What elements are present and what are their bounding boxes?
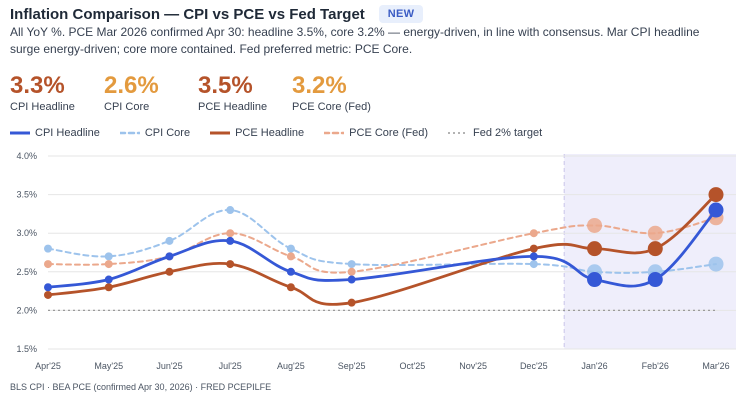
data-point-pce-core-fed	[587, 217, 603, 233]
y-tick-label: 3.0%	[16, 228, 37, 238]
new-badge: NEW	[378, 5, 424, 23]
y-tick-label: 1.5%	[16, 344, 37, 354]
data-point-cpi-headline	[647, 272, 663, 288]
legend-label: Fed 2% target	[473, 127, 543, 139]
x-tick-label: Feb'26	[642, 361, 669, 371]
y-tick-label: 4.0%	[16, 151, 37, 161]
kpi-pce-core: 3.2% PCE Core (Fed)	[292, 72, 384, 113]
header: Inflation Comparison — CPI vs PCE vs Fed…	[10, 5, 424, 23]
legend-swatch	[10, 131, 30, 135]
series-line-cpi-headline	[46, 208, 718, 289]
kpi-label: CPI Headline	[10, 101, 75, 113]
legend-label: CPI Headline	[35, 127, 100, 139]
legend-item-cpi-headline[interactable]: CPI Headline	[10, 127, 100, 139]
kpi-value: 3.5%	[198, 72, 253, 99]
data-point-pce-core-fed	[347, 267, 356, 276]
kpi-label: PCE Headline	[198, 101, 268, 113]
data-point-pce-headline	[104, 283, 113, 292]
data-point-cpi-core	[226, 206, 235, 215]
data-point-pce-core-fed	[44, 260, 52, 269]
data-point-cpi-headline	[587, 272, 603, 288]
data-point-cpi-core	[529, 260, 538, 269]
data-point-pce-headline	[286, 283, 295, 292]
x-tick-label: May'25	[94, 361, 123, 371]
data-point-pce-headline	[44, 290, 52, 299]
data-point-cpi-core	[44, 244, 52, 253]
data-point-pce-core-fed	[286, 252, 295, 261]
legend-swatch	[448, 132, 469, 134]
data-point-pce-headline	[529, 244, 538, 253]
data-point-pce-headline	[226, 260, 235, 269]
x-tick-label: Sep'25	[338, 361, 366, 371]
source-footer: BLS CPI · BEA PCE (confirmed Apr 30, 202…	[10, 382, 272, 392]
x-tick-label: Jul'25	[219, 361, 242, 371]
data-point-cpi-headline	[165, 252, 174, 261]
data-point-cpi-headline	[286, 267, 295, 276]
kpi-label: PCE Core (Fed)	[292, 101, 371, 113]
legend-label: PCE Headline	[235, 127, 305, 139]
kpi-pce-headline: 3.5% PCE Headline	[198, 72, 290, 113]
x-tick-label: Jan'26	[581, 361, 607, 371]
data-point-cpi-headline	[347, 275, 356, 284]
data-point-cpi-headline	[104, 275, 113, 284]
legend-item-fed-target[interactable]: Fed 2% target	[448, 127, 542, 139]
data-point-cpi-core	[286, 244, 295, 253]
kpi-value: 3.2%	[292, 72, 347, 99]
page-title: Inflation Comparison — CPI vs PCE vs Fed…	[10, 5, 365, 23]
x-tick-label: Apr'25	[35, 361, 61, 371]
chart-description: All YoY %. PCE Mar 2026 confirmed Apr 30…	[10, 25, 700, 56]
x-tick-label: Oct'25	[399, 361, 425, 371]
data-point-cpi-headline	[226, 236, 235, 245]
x-tick-label: Dec'25	[520, 361, 548, 371]
data-point-cpi-headline	[529, 252, 538, 261]
y-tick-label: 3.5%	[16, 190, 37, 200]
data-point-pce-headline	[647, 241, 663, 257]
data-point-cpi-core	[708, 256, 724, 272]
legend-item-cpi-core[interactable]: CPI Core	[119, 127, 191, 139]
kpi-value: 2.6%	[104, 72, 159, 99]
legend-item-pce-core[interactable]: PCE Core (Fed)	[324, 127, 428, 139]
legend-swatch	[324, 131, 345, 135]
legend-label: CPI Core	[144, 127, 191, 139]
kpi-row: 3.3% CPI Headline 2.6% CPI Core 3.5% PCE…	[10, 72, 386, 113]
legend-swatch	[210, 131, 231, 135]
data-point-pce-headline	[708, 187, 724, 203]
x-tick-label: Mar'26	[702, 361, 729, 371]
data-point-cpi-core	[347, 260, 356, 269]
data-point-cpi-headline	[44, 283, 52, 292]
legend-label: PCE Core (Fed)	[349, 127, 429, 139]
chart-legend: CPI Headline CPI Core PCE Headline PCE C…	[10, 127, 562, 139]
data-point-pce-headline	[165, 267, 174, 276]
data-point-cpi-core	[165, 236, 174, 245]
y-tick-label: 2.0%	[16, 305, 37, 315]
x-tick-label: Aug'25	[277, 361, 305, 371]
data-point-pce-core-fed	[226, 229, 235, 238]
data-point-pce-core-fed	[104, 260, 113, 269]
kpi-cpi-core: 2.6% CPI Core	[104, 72, 196, 113]
data-point-pce-headline	[347, 298, 356, 307]
legend-swatch	[119, 131, 140, 135]
x-tick-label: Nov'25	[459, 361, 487, 371]
series-line-pce-core-fed	[47, 216, 717, 274]
kpi-label: CPI Core	[104, 101, 150, 113]
legend-item-pce-headline[interactable]: PCE Headline	[210, 127, 304, 139]
series-line-pce-headline	[46, 193, 718, 306]
series-line-cpi-core	[47, 209, 717, 274]
data-point-cpi-core	[104, 252, 113, 261]
y-tick-label: 2.5%	[16, 267, 37, 277]
kpi-cpi-headline: 3.3% CPI Headline	[10, 72, 102, 113]
data-point-cpi-headline	[708, 202, 724, 218]
data-point-pce-headline	[587, 241, 603, 257]
data-point-pce-core-fed	[529, 229, 538, 238]
kpi-value: 3.3%	[10, 72, 65, 99]
x-tick-label: Jun'25	[156, 361, 182, 371]
data-point-pce-core-fed	[647, 225, 663, 241]
